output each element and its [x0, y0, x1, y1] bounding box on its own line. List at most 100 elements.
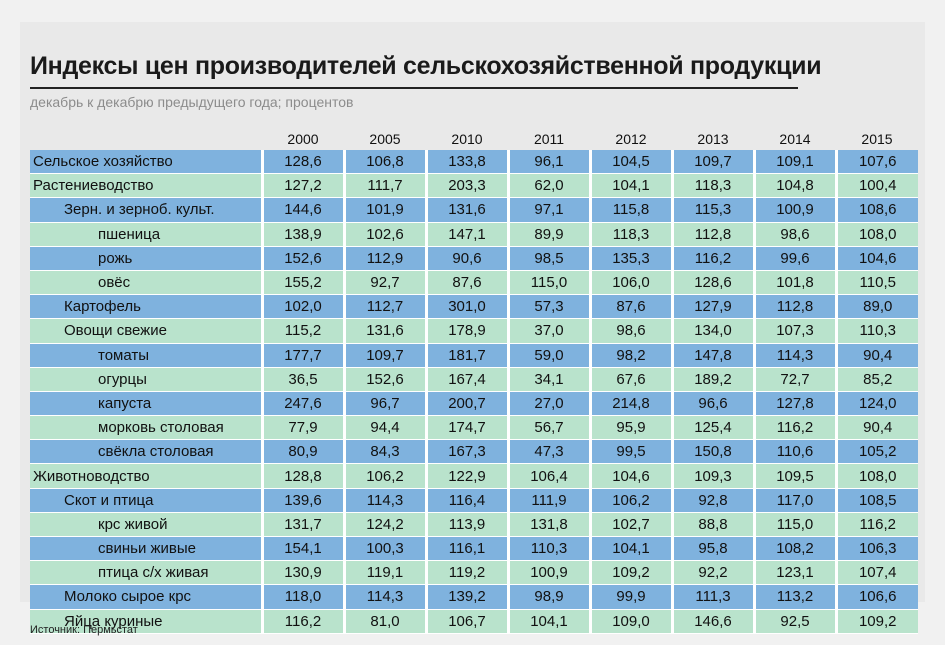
table-row: томаты 177,7 109,7 181,7 59,0 98,2 147,8 114,3 9… [30, 343, 918, 368]
cell-value: 125,4 [670, 415, 754, 441]
cell-value: 146,6 [670, 609, 754, 634]
row-label: морковь столовая [30, 415, 262, 441]
cell-value: 247,6 [260, 391, 344, 417]
cell-value: 124,2 [342, 512, 426, 538]
cell-value: 97,1 [506, 197, 590, 223]
row-label: свиньи живые [30, 536, 262, 562]
cell-value: 104,1 [588, 173, 672, 199]
cell-value: 89,0 [834, 294, 918, 320]
row-label: Скот и птица [30, 488, 262, 513]
cell-value: 133,8 [424, 150, 508, 175]
cell-value: 98,9 [506, 584, 590, 610]
row-label: Животноводство [30, 463, 262, 489]
cell-value: 139,6 [260, 488, 344, 513]
cell-value: 147,8 [670, 343, 754, 368]
cell-value: 106,7 [424, 609, 508, 634]
cell-value: 115,0 [752, 512, 836, 538]
cell-value: 87,6 [424, 270, 508, 296]
cell-value: 147,1 [424, 222, 508, 247]
table-body: Сельское хозяйство 128,6 106,8 133,8 96,1 104… [30, 150, 918, 634]
cell-value: 112,9 [342, 246, 426, 271]
cell-value: 112,7 [342, 294, 426, 320]
cell-value: 114,3 [342, 584, 426, 610]
title-underline [30, 87, 798, 89]
cell-value: 47,3 [506, 439, 590, 465]
row-label: птица с/х живая [30, 560, 262, 586]
table-row: пшеница 138,9 102,6 147,1 89,9 118,3 112,8 98,6… [30, 222, 918, 247]
cell-value: 96,6 [670, 391, 754, 417]
cell-value: 118,3 [670, 173, 754, 199]
chart-title: Индексы цен производителей сельскохозяйс… [30, 52, 822, 80]
cell-value: 100,4 [834, 173, 918, 199]
chart-subtitle: декабрь к декабрю предыдущего года; проц… [30, 94, 354, 110]
cell-value: 150,8 [670, 439, 754, 465]
cell-value: 152,6 [342, 367, 426, 392]
cell-value: 37,0 [506, 318, 590, 344]
cell-value: 111,3 [670, 584, 754, 610]
cell-value: 100,3 [342, 536, 426, 562]
cell-value: 85,2 [834, 367, 918, 392]
cell-value: 110,3 [506, 536, 590, 562]
cell-value: 110,3 [834, 318, 918, 344]
cell-value: 119,1 [342, 560, 426, 586]
cell-value: 128,6 [260, 150, 344, 175]
header-row: 2000 2005 2010 2011 2012 2013 2014 2015 [30, 128, 918, 150]
cell-value: 57,3 [506, 294, 590, 320]
table-row: птица с/х живая 130,9 119,1 119,2 100,9 109,2… [30, 560, 918, 586]
cell-value: 114,3 [342, 488, 426, 513]
cell-value: 92,2 [670, 560, 754, 586]
cell-value: 98,2 [588, 343, 672, 368]
table-row: Скот и птица 139,6 114,3 116,4 111,9 106,2 92,… [30, 488, 918, 513]
cell-value: 96,7 [342, 391, 426, 417]
cell-value: 107,4 [834, 560, 918, 586]
cell-value: 118,3 [588, 222, 672, 247]
table-row: Картофель 102,0 112,7 301,0 57,3 87,6 127,9 112… [30, 294, 918, 320]
cell-value: 111,7 [342, 173, 426, 199]
row-label: Растениеводство [30, 173, 262, 199]
cell-value: 116,4 [424, 488, 508, 513]
cell-value: 123,1 [752, 560, 836, 586]
cell-value: 90,6 [424, 246, 508, 271]
cell-value: 99,9 [588, 584, 672, 610]
cell-value: 108,6 [834, 197, 918, 223]
cell-value: 94,4 [342, 415, 426, 441]
cell-value: 154,1 [260, 536, 344, 562]
row-label: Сельское хозяйство [30, 150, 262, 175]
cell-value: 87,6 [588, 294, 672, 320]
row-label: Яйца куриные [30, 609, 262, 634]
cell-value: 116,1 [424, 536, 508, 562]
cell-value: 59,0 [506, 343, 590, 368]
cell-value: 99,6 [752, 246, 836, 271]
cell-value: 102,7 [588, 512, 672, 538]
cell-value: 104,1 [588, 536, 672, 562]
source-note: Источник: Пермьстат [30, 624, 138, 636]
cell-value: 106,2 [342, 463, 426, 489]
cell-value: 81,0 [342, 609, 426, 634]
cell-value: 105,2 [834, 439, 918, 465]
cell-value: 177,7 [260, 343, 344, 368]
cell-value: 96,1 [506, 150, 590, 175]
column-header: 2010 [451, 131, 483, 147]
table-row: Животноводство 128,8 106,2 122,9 106,4 104,6 1… [30, 463, 918, 489]
row-label: Молоко сырое крс [30, 584, 262, 610]
table-row: капуста 247,6 96,7 200,7 27,0 214,8 96,6 127,8 1… [30, 391, 918, 417]
row-label: свёкла столовая [30, 439, 262, 465]
cell-value: 100,9 [752, 197, 836, 223]
cell-value: 80,9 [260, 439, 344, 465]
cell-value: 114,3 [752, 343, 836, 368]
table-row: овёс 155,2 92,7 87,6 115,0 106,0 128,6 101,8 110… [30, 270, 918, 296]
cell-value: 130,9 [260, 560, 344, 586]
cell-value: 116,2 [752, 415, 836, 441]
column-header: 2005 [369, 131, 401, 147]
cell-value: 113,2 [752, 584, 836, 610]
row-label: пшеница [30, 222, 262, 247]
cell-value: 138,9 [260, 222, 344, 247]
column-header: 2011 [533, 131, 565, 147]
cell-value: 107,3 [752, 318, 836, 344]
cell-value: 72,7 [752, 367, 836, 392]
cell-value: 98,5 [506, 246, 590, 271]
row-label: капуста [30, 391, 262, 417]
cell-value: 112,8 [752, 294, 836, 320]
table-row: морковь столовая 77,9 94,4 174,7 56,7 95,9 125… [30, 415, 918, 441]
cell-value: 89,9 [506, 222, 590, 247]
